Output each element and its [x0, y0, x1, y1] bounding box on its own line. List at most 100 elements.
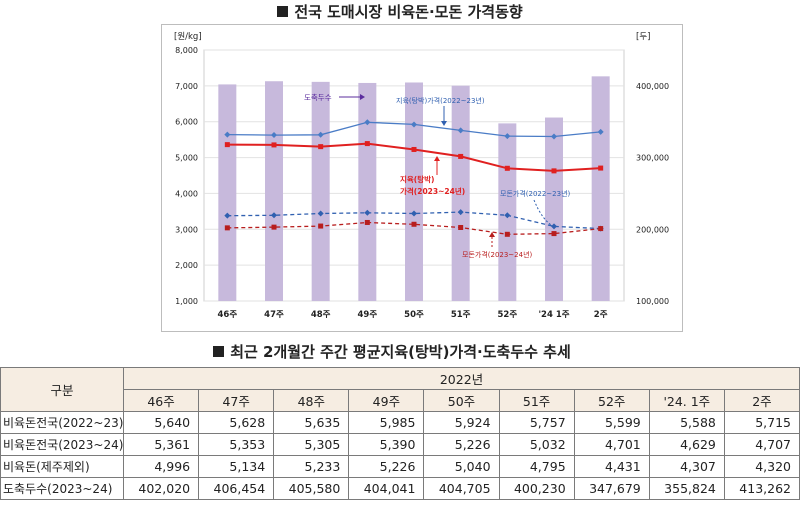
table-title-text: 최근 2개월간 주간 평균지육(탕박)가격·도축두수 추세	[230, 343, 571, 361]
y-left-axis-label: [원/kg]	[174, 32, 202, 42]
series-point	[457, 127, 464, 134]
year-header-cell: 2022년	[123, 367, 800, 390]
value-cell: 5,924	[423, 411, 500, 434]
y-left-tick-label: 6,000	[175, 118, 198, 127]
annotation-arrow-head	[489, 232, 495, 237]
bar	[405, 82, 423, 301]
table-title: 최근 2개월간 주간 평균지육(탕박)가격·도축두수 추세	[0, 341, 792, 362]
value-cell: 413,262	[723, 477, 800, 500]
value-cell: 4,701	[573, 433, 650, 456]
week-header-cell: 51주	[498, 389, 575, 412]
annotation-arrow-head	[441, 121, 447, 126]
value-cell: 406,454	[198, 477, 275, 500]
table-row: 비육돈전국(2022~23) 5,640 5,628 5,635 5,985 5,924 5…	[0, 411, 800, 434]
table-row: 도축두수(2023~24) 402,020 406,454 405,580 404,04…	[0, 477, 800, 500]
series-point	[457, 209, 464, 216]
y-right-tick-label: 400,000	[636, 82, 669, 91]
series-point	[224, 225, 230, 231]
row-label-cell: 비육돈전국(2022~23)	[0, 411, 124, 434]
series-point	[364, 219, 370, 225]
x-tick-label: 49주	[358, 310, 378, 320]
series-point	[598, 165, 604, 171]
value-cell: 400,230	[498, 477, 575, 500]
week-header-cell: '24. 1주	[648, 389, 725, 412]
bar	[545, 117, 563, 301]
bar	[218, 84, 237, 302]
series-point	[504, 133, 511, 140]
y-left-tick-label: 3,000	[175, 225, 198, 234]
value-cell: 5,390	[348, 433, 425, 456]
value-cell: 4,707	[723, 433, 800, 456]
value-cell: 5,588	[648, 411, 725, 434]
y-left-tick-label: 2,000	[175, 261, 198, 270]
value-cell: 5,361	[122, 433, 200, 456]
series-point	[504, 212, 511, 219]
week-header-cell: 46주	[122, 389, 200, 412]
series-point	[317, 131, 324, 138]
value-cell: 404,041	[348, 477, 425, 500]
series-point	[364, 119, 371, 126]
value-cell: 5,599	[573, 411, 650, 434]
series-point	[597, 128, 604, 135]
series-point	[224, 131, 231, 138]
chart-title-text: 전국 도매시장 비육돈·모돈 가격동향	[294, 3, 523, 21]
bar	[451, 85, 470, 301]
y-right-tick-label: 100,000	[636, 297, 669, 306]
value-cell: 4,431	[573, 455, 650, 478]
value-cell: 5,715	[723, 411, 800, 434]
value-cell: 4,629	[648, 433, 725, 456]
series-point	[551, 133, 557, 140]
y-left-tick-label: 4,000	[175, 189, 198, 198]
series-point	[411, 146, 417, 152]
week-header-cell: 50주	[423, 389, 500, 412]
series-point	[551, 231, 557, 237]
series-point	[551, 223, 557, 230]
value-cell: 5,305	[273, 433, 350, 456]
value-cell: 5,985	[348, 411, 425, 434]
table-header-row: 구분 2022년	[0, 367, 800, 412]
annotation-arrow-head	[434, 156, 440, 161]
week-header-cell: 49주	[348, 389, 425, 412]
value-cell: 5,226	[423, 433, 500, 456]
group-header-cell: 구분	[0, 367, 124, 412]
bar	[265, 81, 283, 301]
annotation-slaughter: 도축두수	[304, 93, 332, 102]
series-point	[271, 224, 277, 230]
value-cell: 5,640	[122, 411, 200, 434]
series-point	[458, 153, 464, 159]
row-label-cell: 비육돈(제주제외)	[0, 455, 124, 478]
value-cell: 5,757	[498, 411, 575, 434]
y-left-tick-label: 7,000	[175, 82, 198, 91]
value-cell: 4,996	[122, 455, 200, 478]
series-point	[504, 165, 510, 171]
series-point	[271, 132, 277, 139]
value-cell: 5,134	[198, 455, 275, 478]
chart-title: 전국 도매시장 비육돈·모돈 가격동향	[0, 1, 800, 22]
x-tick-label: 48주	[311, 310, 331, 320]
annotation-price-2022: 지육(탕박)가격(2022~23년)	[396, 96, 485, 105]
data-table: 구분 2022년 46주 47주 48주 49주 50주 51주 52주 '24. 1주 2주 비육돈…	[0, 367, 800, 500]
value-cell: 347,679	[573, 477, 650, 500]
week-header-cell: 2주	[723, 389, 800, 412]
annotation-sow-2022: 모돈가격(2022~23년)	[500, 189, 571, 198]
series-point	[364, 209, 371, 216]
y-right-tick-label: 300,000	[636, 154, 669, 163]
series-point	[411, 221, 417, 227]
annotation-sow-2023: 모돈가격(2023~24년)	[462, 250, 533, 259]
series-point	[411, 210, 417, 217]
y-left-tick-label: 5,000	[175, 154, 198, 163]
x-tick-label: 46주	[218, 310, 238, 320]
value-cell: 5,233	[273, 455, 350, 478]
chart-frame: 1,000 2,000 3,000 4,000 5,000 6,000 7,000 8,000…	[161, 24, 683, 332]
value-cell: 5,040	[423, 455, 500, 478]
value-cell: 5,628	[198, 411, 275, 434]
x-tick-label: 50주	[404, 310, 424, 320]
series-point	[411, 121, 417, 128]
series-point	[318, 223, 324, 229]
week-header-cell: 47주	[198, 389, 275, 412]
value-cell: 4,320	[723, 455, 800, 478]
x-tick-label: '24 1주	[538, 310, 569, 320]
annotation-arrow-head	[360, 94, 365, 100]
series-point	[551, 168, 557, 174]
table-row: 비육돈(제주제외) 4,996 5,134 5,233 5,226 5,040 4,795 4…	[0, 455, 800, 478]
